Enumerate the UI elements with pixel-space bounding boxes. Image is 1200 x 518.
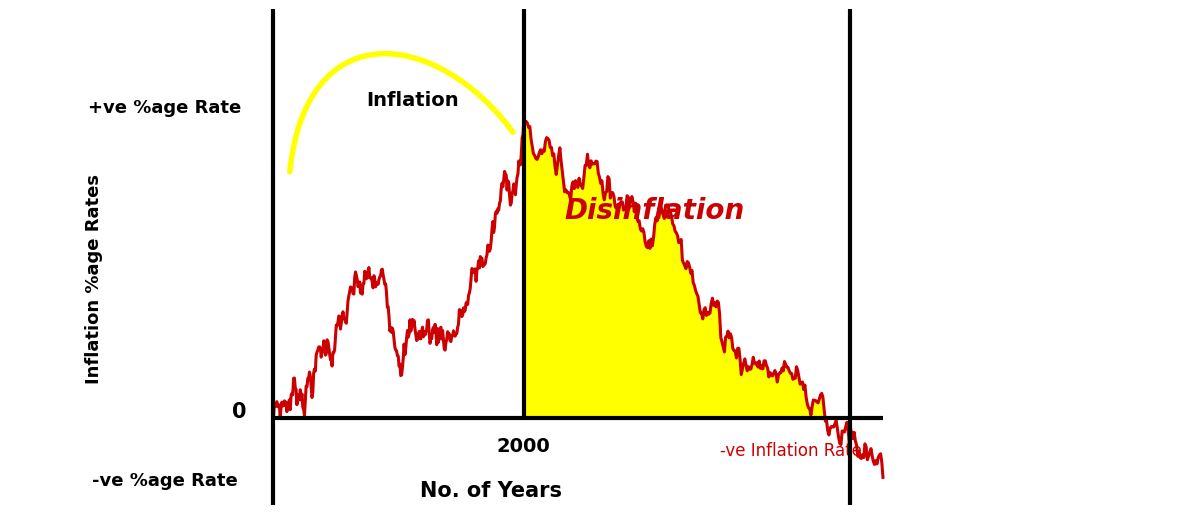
Text: -ve %age Rate: -ve %age Rate — [91, 472, 238, 490]
Text: Inflation: Inflation — [366, 91, 458, 110]
Polygon shape — [524, 120, 824, 418]
Text: 2000: 2000 — [497, 437, 551, 456]
Text: No. of Years: No. of Years — [420, 481, 562, 501]
Text: -ve Inflation Rate: -ve Inflation Rate — [720, 442, 862, 460]
Text: 0: 0 — [232, 401, 246, 422]
Text: Disinflation: Disinflation — [564, 197, 744, 225]
Text: +ve %age Rate: +ve %age Rate — [88, 99, 241, 118]
Text: Inflation %age Rates: Inflation %age Rates — [85, 174, 103, 384]
